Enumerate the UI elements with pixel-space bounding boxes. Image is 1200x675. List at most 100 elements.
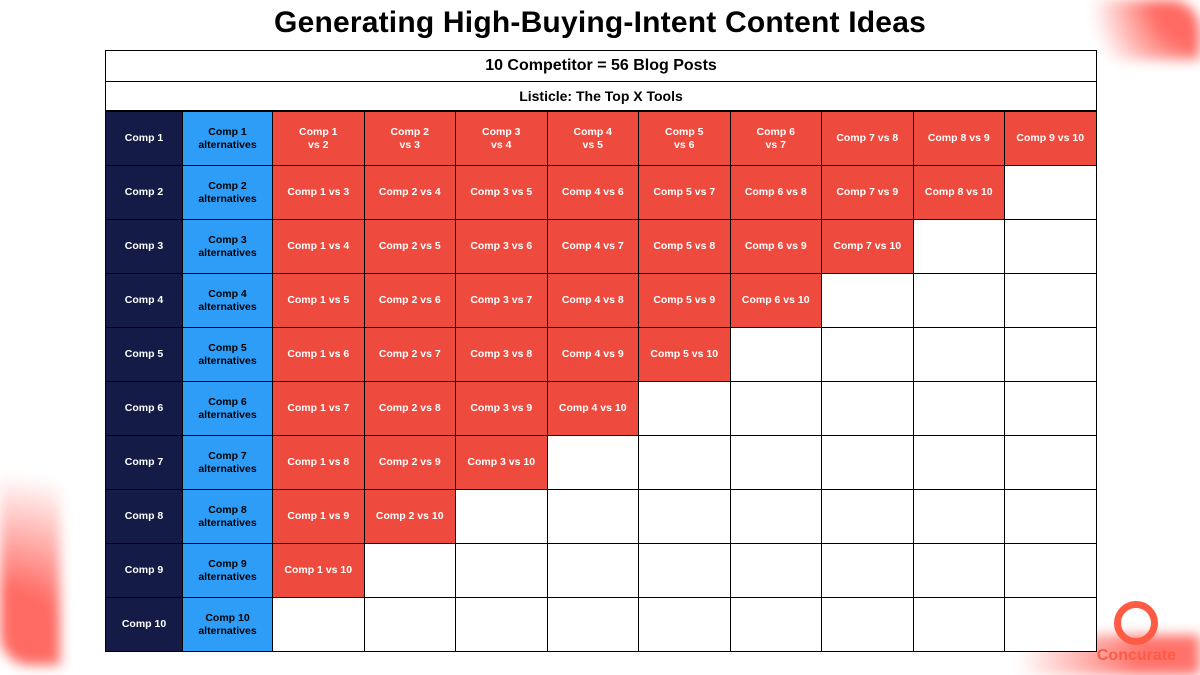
alternatives-cell: Comp 9 alternatives — [182, 543, 272, 597]
empty-cell — [730, 435, 822, 489]
vs-cell: Comp 3 vs 8 — [455, 327, 547, 381]
brand-logo: Concurate — [1097, 601, 1176, 665]
row-label: Comp 6 — [106, 381, 182, 435]
vs-cell: Comp 7 vs 8 — [821, 111, 913, 165]
empty-cell — [913, 435, 1005, 489]
empty-cell — [455, 597, 547, 651]
vs-cell: Comp 3 vs 9 — [455, 381, 547, 435]
vs-cell: Comp 2 vs 8 — [364, 381, 456, 435]
empty-cell — [913, 543, 1005, 597]
vs-cell: Comp 1 vs 5 — [272, 273, 364, 327]
alternatives-cell: Comp 4 alternatives — [182, 273, 272, 327]
vs-cell: Comp 1 vs 9 — [272, 489, 364, 543]
empty-cell — [913, 327, 1005, 381]
empty-cell — [364, 597, 456, 651]
page-title: Generating High-Buying-Intent Content Id… — [0, 6, 1200, 40]
empty-cell — [913, 219, 1005, 273]
row-label: Comp 4 — [106, 273, 182, 327]
empty-cell — [730, 489, 822, 543]
row-label: Comp 2 — [106, 165, 182, 219]
empty-cell — [821, 597, 913, 651]
vs-cell: Comp 2 vs 3 — [364, 111, 456, 165]
alternatives-cell: Comp 7 alternatives — [182, 435, 272, 489]
vs-cell: Comp 4 vs 6 — [547, 165, 639, 219]
empty-cell — [1004, 273, 1096, 327]
empty-cell — [1004, 381, 1096, 435]
vs-cell: Comp 3 vs 6 — [455, 219, 547, 273]
vs-cell: Comp 7 vs 9 — [821, 165, 913, 219]
empty-cell — [1004, 489, 1096, 543]
vs-cell: Comp 2 vs 4 — [364, 165, 456, 219]
alternatives-cell: Comp 2 alternatives — [182, 165, 272, 219]
empty-cell — [547, 489, 639, 543]
empty-cell — [1004, 543, 1096, 597]
vs-cell: Comp 3 vs 10 — [455, 435, 547, 489]
vs-cell: Comp 4 vs 5 — [547, 111, 639, 165]
vs-cell: Comp 1 vs 3 — [272, 165, 364, 219]
vs-cell: Comp 8 vs 9 — [913, 111, 1005, 165]
empty-cell — [913, 273, 1005, 327]
vs-cell: Comp 2 vs 6 — [364, 273, 456, 327]
vs-cell: Comp 4 vs 10 — [547, 381, 639, 435]
row-label: Comp 7 — [106, 435, 182, 489]
empty-cell — [455, 543, 547, 597]
row-label: Comp 5 — [106, 327, 182, 381]
empty-cell — [1004, 165, 1096, 219]
empty-cell — [638, 381, 730, 435]
empty-cell — [821, 381, 913, 435]
empty-cell — [730, 597, 822, 651]
alternatives-cell: Comp 10 alternatives — [182, 597, 272, 651]
empty-cell — [1004, 327, 1096, 381]
vs-cell: Comp 7 vs 10 — [821, 219, 913, 273]
row-label: Comp 9 — [106, 543, 182, 597]
empty-cell — [547, 543, 639, 597]
empty-cell — [821, 543, 913, 597]
empty-cell — [455, 489, 547, 543]
alternatives-cell: Comp 6 alternatives — [182, 381, 272, 435]
vs-cell: Comp 2 vs 7 — [364, 327, 456, 381]
vs-cell: Comp 3 vs 5 — [455, 165, 547, 219]
empty-cell — [913, 489, 1005, 543]
empty-cell — [638, 597, 730, 651]
empty-cell — [1004, 219, 1096, 273]
empty-cell — [730, 381, 822, 435]
row-label: Comp 10 — [106, 597, 182, 651]
vs-cell: Comp 3 vs 7 — [455, 273, 547, 327]
empty-cell — [913, 597, 1005, 651]
vs-cell: Comp 5 vs 6 — [638, 111, 730, 165]
vs-cell: Comp 9 vs 10 — [1004, 111, 1096, 165]
content-matrix-table: 10 Competitor = 56 Blog Posts Listicle: … — [105, 50, 1097, 652]
vs-cell: Comp 4 vs 8 — [547, 273, 639, 327]
vs-cell: Comp 2 vs 5 — [364, 219, 456, 273]
vs-cell: Comp 1 vs 4 — [272, 219, 364, 273]
vs-cell: Comp 1 vs 7 — [272, 381, 364, 435]
accent-bottom-left — [0, 405, 60, 665]
vs-cell: Comp 6 vs 10 — [730, 273, 822, 327]
vs-cell: Comp 1 vs 10 — [272, 543, 364, 597]
vs-cell: Comp 5 vs 10 — [638, 327, 730, 381]
alternatives-cell: Comp 8 alternatives — [182, 489, 272, 543]
vs-cell: Comp 4 vs 9 — [547, 327, 639, 381]
empty-cell — [821, 435, 913, 489]
vs-cell: Comp 3 vs 4 — [455, 111, 547, 165]
vs-cell: Comp 1 vs 8 — [272, 435, 364, 489]
row-label: Comp 1 — [106, 111, 182, 165]
table-grid: Comp 1Comp 1 alternativesComp 1 vs 2Comp… — [106, 111, 1096, 651]
empty-cell — [547, 597, 639, 651]
vs-cell: Comp 5 vs 8 — [638, 219, 730, 273]
vs-cell: Comp 6 vs 9 — [730, 219, 822, 273]
vs-cell: Comp 2 vs 10 — [364, 489, 456, 543]
empty-cell — [364, 543, 456, 597]
table-header-category: Listicle: The Top X Tools — [106, 82, 1096, 111]
row-label: Comp 8 — [106, 489, 182, 543]
table-header-summary: 10 Competitor = 56 Blog Posts — [106, 51, 1096, 82]
empty-cell — [821, 273, 913, 327]
empty-cell — [913, 381, 1005, 435]
empty-cell — [638, 543, 730, 597]
empty-cell — [821, 489, 913, 543]
empty-cell — [821, 327, 913, 381]
empty-cell — [1004, 597, 1096, 651]
row-label: Comp 3 — [106, 219, 182, 273]
empty-cell — [638, 489, 730, 543]
vs-cell: Comp 8 vs 10 — [913, 165, 1005, 219]
